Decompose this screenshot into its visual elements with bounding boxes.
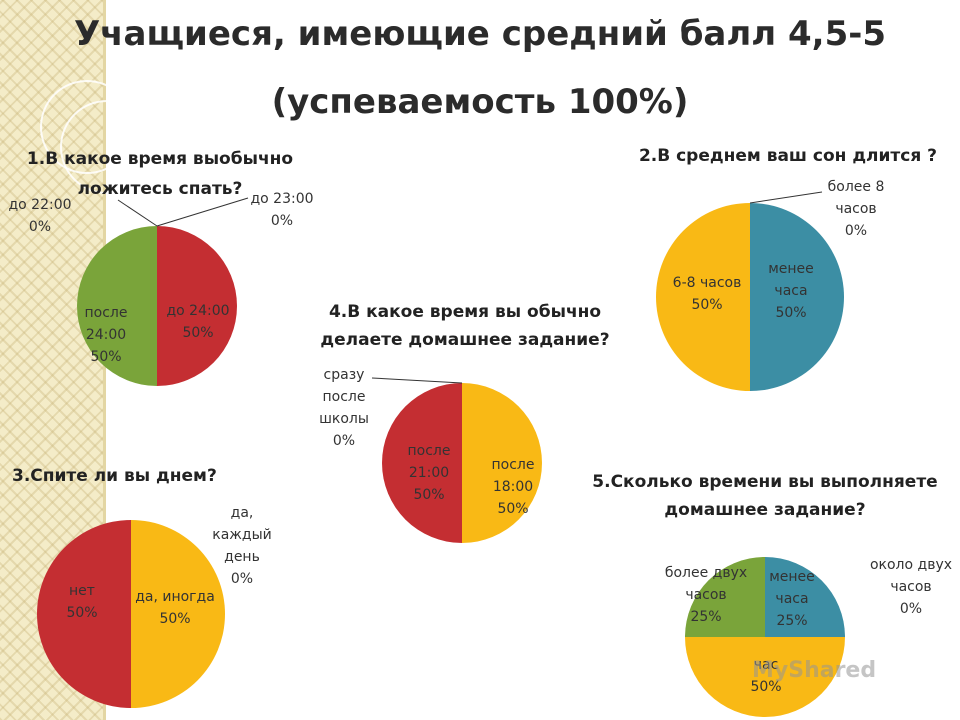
q3-title: 3.Спите ли вы днем? xyxy=(12,466,217,486)
q4-label-after-school: сразу после школы 0% xyxy=(319,367,369,449)
q5-slice-3 xyxy=(685,557,765,637)
page-subtitle: (успеваемость 100%) xyxy=(271,82,689,122)
q5-label-about-two-hours: около двух часов 0% xyxy=(869,557,953,617)
q5-label-hour: час 50% xyxy=(750,657,782,695)
q1-label-after-24: после 24:00 50% xyxy=(84,305,128,365)
q4-label-after-18: после 18:00 50% xyxy=(491,457,535,517)
page-title: Учащиеся, имеющие средний балл 4,5-5 xyxy=(73,14,887,54)
q3-label-no: нет 50% xyxy=(66,583,98,621)
q1-label-before-22: до 22:00 0% xyxy=(8,197,72,235)
q4-label-after-21: после 21:00 50% xyxy=(407,443,451,503)
q5-label-less-hour: менее часа 25% xyxy=(769,569,815,629)
q2-label-over-8: более 8 часов 0% xyxy=(827,179,885,239)
q3-slice-1 xyxy=(131,520,225,708)
q2-slice-2 xyxy=(656,203,750,391)
q1-leader-line xyxy=(156,197,249,227)
q2-leader-line xyxy=(749,191,823,204)
q4-leader-line xyxy=(371,377,463,384)
q1-slice-3 xyxy=(77,226,157,386)
q5-slice-2 xyxy=(685,637,845,717)
q2-slice-1 xyxy=(750,203,844,391)
q5-label-over-two-hours: более двух часов 25% xyxy=(664,565,748,625)
q2-label-less-hour: менее часа 50% xyxy=(768,261,814,321)
q3-label-every-day: да, каждый день 0% xyxy=(212,505,272,587)
q2-title: 2.В среднем ваш сон длится ? xyxy=(638,146,938,166)
q5-title: 5.Сколько времени вы выполняете домашнее… xyxy=(592,472,938,520)
q3-slice-2 xyxy=(37,520,131,708)
q4-slice-1 xyxy=(462,383,542,543)
q1-label-before-23: до 23:00 0% xyxy=(250,191,314,229)
q4-slice-2 xyxy=(382,383,462,543)
q1-title: 1.В какое время выобычно ложитесь спать? xyxy=(26,149,294,199)
q1-leader-line xyxy=(117,199,158,227)
q1-slice-2 xyxy=(157,226,237,386)
q2-label-6-8: 6-8 часов 50% xyxy=(672,275,742,313)
q1-label-before-24: до 24:00 50% xyxy=(166,303,230,341)
decorative-circle xyxy=(60,100,154,194)
q3-label-sometimes: да, иногда 50% xyxy=(135,589,215,627)
q5-slice-1 xyxy=(765,557,845,637)
q4-title: 4.В какое время вы обычно делаете домашн… xyxy=(320,302,610,350)
watermark: MyShared xyxy=(752,658,877,683)
